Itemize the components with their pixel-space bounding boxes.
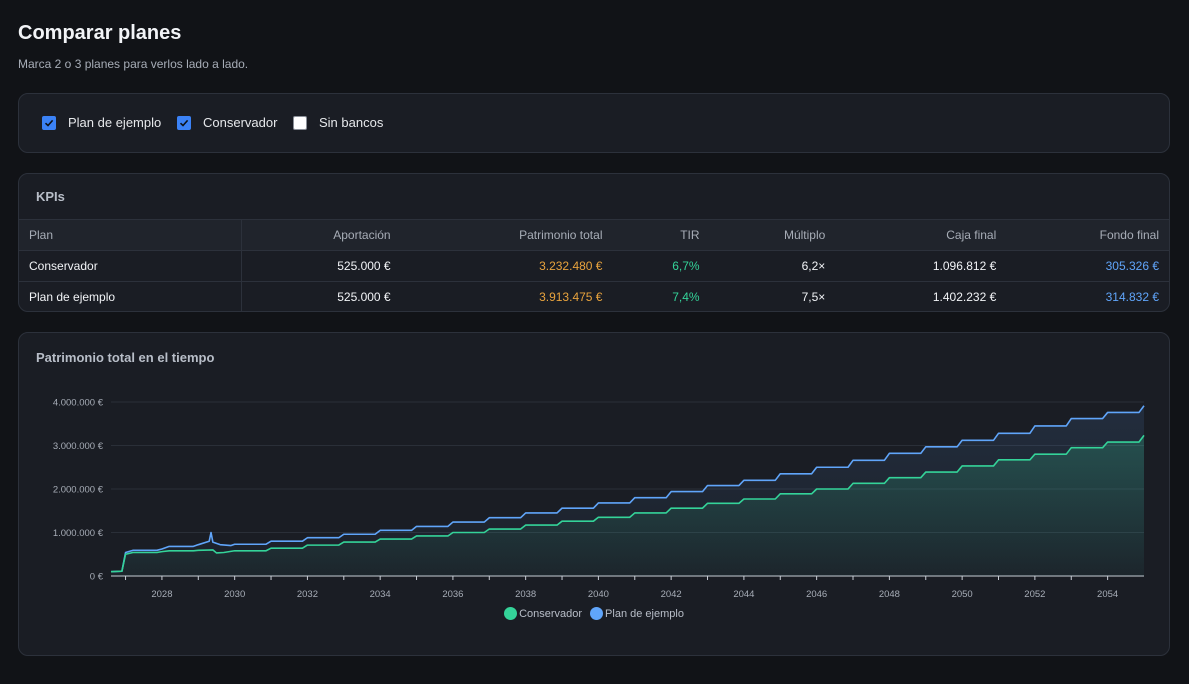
plan-option-sin-bancos[interactable]: Sin bancos — [293, 115, 383, 130]
legend-swatch-icon — [504, 607, 518, 620]
plan-selector-card: Plan de ejemplo Conservador Sin bancos — [18, 93, 1170, 153]
y-tick-label: 1.000.000 € — [53, 528, 104, 539]
column-header-caja[interactable]: Caja final — [946, 228, 997, 242]
x-tick-label: 2038 — [515, 589, 536, 600]
cell-caja: 1.402.232 € — [835, 281, 1007, 311]
x-tick-label: 2050 — [952, 589, 973, 600]
kpi-table-header: Plan Aportación Patrimonio total TIR Múl… — [19, 219, 1169, 251]
kpi-card-title: KPIs — [36, 189, 65, 204]
cell-patrimonio: 3.913.475 € — [400, 281, 613, 311]
checkbox-checked-icon[interactable] — [177, 115, 191, 130]
plan-option-conservador[interactable]: Conservador — [177, 115, 277, 130]
cell-patrimonio: 3.232.480 € — [400, 250, 613, 282]
cell-multiplo: 6,2× — [709, 250, 836, 282]
column-header-plan[interactable]: Plan — [19, 219, 242, 251]
column-header-multiplo[interactable]: Múltiplo — [783, 228, 826, 242]
series-area-conservador — [111, 435, 1144, 576]
column-header-fondo[interactable]: Fondo final — [1099, 228, 1159, 242]
x-tick-label: 2036 — [442, 589, 463, 600]
legend-label: Conservador — [519, 607, 583, 620]
page-title: Comparar planes — [18, 22, 182, 44]
x-tick-label: 2034 — [370, 589, 391, 600]
table-row: Conservador 525.000 € 3.232.480 € 6,7% 6… — [19, 250, 1169, 282]
y-tick-label: 3.000.000 € — [53, 441, 104, 452]
table-row: Plan de ejemplo 525.000 € 3.913.475 € 7,… — [19, 281, 1169, 311]
series-line-conservador — [110, 434, 1145, 573]
x-tick-label: 2040 — [588, 589, 609, 600]
plan-option-label: Plan de ejemplo — [68, 115, 162, 130]
cell-aportacion: 525.000 € — [241, 281, 401, 311]
cell-caja: 1.096.812 € — [835, 250, 1007, 282]
column-header-tir[interactable]: TIR — [680, 228, 700, 242]
x-tick-label: 2044 — [733, 589, 754, 600]
patrimonio-chart[interactable]: 0 € 1.000.000 € 2.000.000 € 3.000.000 € 4.00… — [19, 333, 1169, 655]
cell-tir: 6,7% — [612, 250, 710, 282]
legend-label: Plan de ejemplo — [605, 607, 684, 620]
cell-plan: Plan de ejemplo — [19, 281, 242, 311]
chart-card: 0 € 1.000.000 € 2.000.000 € 3.000.000 € 4.00… — [18, 332, 1170, 656]
chart-title: Patrimonio total en el tiempo — [36, 350, 215, 365]
cell-plan: Conservador — [19, 250, 242, 282]
x-tick-label: 2052 — [1024, 589, 1045, 600]
legend-item-conservador[interactable]: Conservador — [504, 607, 582, 620]
checkbox-checked-icon[interactable] — [42, 115, 56, 130]
y-tick-label: 0 € — [90, 572, 104, 583]
legend-item-plan-de-ejemplo[interactable]: Plan de ejemplo — [590, 607, 684, 620]
x-tick-label: 2048 — [879, 589, 900, 600]
kpi-card: KPIs Plan Aportación Patrimonio total TI… — [18, 173, 1170, 312]
plan-option-label: Conservador — [203, 115, 278, 130]
legend-swatch-icon — [590, 607, 604, 620]
x-tick-label: 2028 — [151, 589, 172, 600]
plan-option-label: Sin bancos — [319, 115, 384, 130]
column-header-aportacion[interactable]: Aportación — [333, 228, 391, 242]
x-tick-label: 2030 — [224, 589, 245, 600]
x-tick-label: 2046 — [806, 589, 827, 600]
y-tick-label: 4.000.000 € — [53, 398, 104, 409]
cell-aportacion: 525.000 € — [241, 250, 401, 282]
cell-multiplo: 7,5× — [709, 281, 836, 311]
y-tick-label: 2.000.000 € — [53, 485, 104, 496]
page-subtitle: Marca 2 o 3 planes para verlos lado a la… — [18, 57, 249, 71]
cell-fondo: 314.832 € — [1006, 281, 1169, 311]
checkbox-unchecked-icon[interactable] — [293, 115, 307, 130]
column-header-patrimonio[interactable]: Patrimonio total — [519, 228, 603, 242]
plan-option-plan-de-ejemplo[interactable]: Plan de ejemplo — [42, 115, 161, 130]
kpi-table: Plan Aportación Patrimonio total TIR Múl… — [19, 219, 1169, 311]
cell-tir: 7,4% — [612, 281, 710, 311]
series-line-plan-de-ejemplo — [110, 405, 1145, 573]
chart-legend: Conservador Plan de ejemplo — [19, 607, 1169, 620]
cell-fondo: 305.326 € — [1006, 250, 1169, 282]
x-tick-label: 2032 — [297, 589, 318, 600]
x-tick-label: 2054 — [1097, 589, 1118, 600]
x-tick-label: 2042 — [661, 589, 682, 600]
